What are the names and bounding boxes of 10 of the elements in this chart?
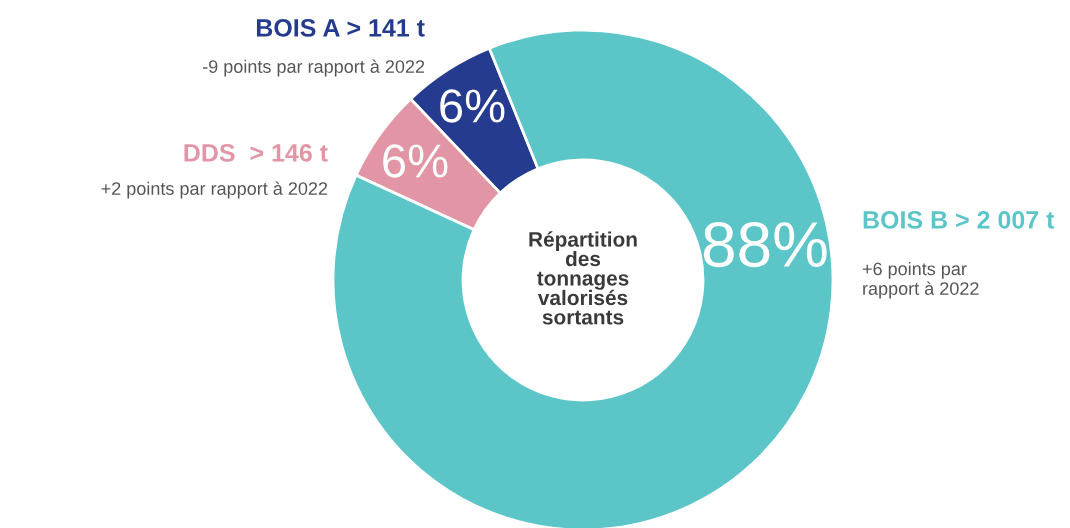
text: -9 points par rapport à 2022 [202, 59, 425, 77]
data-label: 88% [703, 221, 827, 268]
slice-label: BOIS B > 2 007 t [863, 211, 1055, 229]
text: Répartition des tonnages valorisés sortants [529, 231, 637, 325]
data-label: 6% [440, 89, 505, 123]
text: +2 points par rapport à 2022 [101, 181, 328, 199]
slice-label: DDS > 146 t [184, 144, 328, 162]
data-label: 6% [383, 144, 448, 178]
text: +6 points par rapport à 2022 [862, 262, 979, 299]
slice-label: BOIS A > 141 t [256, 19, 425, 37]
